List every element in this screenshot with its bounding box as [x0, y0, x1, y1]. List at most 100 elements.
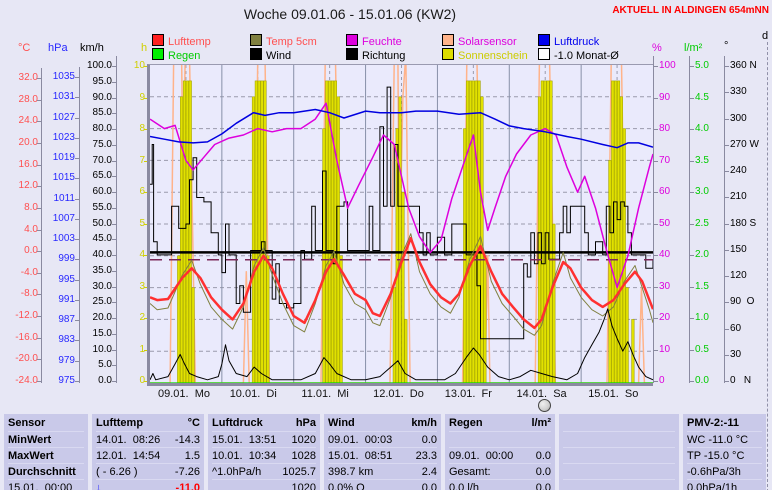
- windspeed-axis-title: km/h: [80, 42, 104, 54]
- pmv-row-1-label: TP -15.0 °C: [687, 450, 745, 462]
- humidity-axis-label: 0: [659, 375, 665, 386]
- pmv-row-2-label: -0.6hPa/3h: [687, 466, 741, 478]
- legend-color-box: [442, 34, 454, 46]
- direction-axis-tick: [725, 223, 729, 225]
- rain-axis-tick: [690, 129, 694, 130]
- series-sonnenschein-bar: [540, 80, 544, 383]
- lufttemp-row-0: 14.01. 08:26 -14.3: [96, 431, 200, 448]
- pressure-axis-tick: [75, 259, 79, 261]
- pressure-axis-label: 995: [58, 273, 75, 285]
- rain-axis-tick: [690, 66, 694, 67]
- series-sonnenschein-bar: [322, 128, 326, 383]
- temp-axis-label: 20.0: [18, 136, 38, 148]
- direction-axis-label: 30: [730, 348, 742, 360]
- humidity-axis-tick: [654, 192, 658, 193]
- humidity-axis-label: 30: [659, 280, 671, 292]
- pressure-axis-label: 1015: [52, 172, 75, 184]
- wind-row-1: 15.01. 08:51 23.3: [328, 447, 437, 464]
- series-sonnenschein-bar: [398, 96, 402, 383]
- direction-axis-label: 120: [730, 270, 747, 281]
- moon-phase-icon: [538, 399, 551, 412]
- temp-axis-tick: [37, 78, 41, 79]
- series-sonnenschein-bar: [392, 287, 396, 383]
- rain-axis-label: 1.5: [695, 280, 709, 292]
- pressure-axis-line: [79, 67, 80, 383]
- series-sonnenschein-bar: [477, 80, 481, 383]
- humidity-axis-tick: [654, 318, 658, 319]
- status-location-label: AKTUELL IN ALDINGEN 654mNN: [612, 5, 769, 16]
- series-sonnenschein-bar: [180, 96, 184, 383]
- rain-axis-tick: [690, 349, 694, 351]
- series-sonnenschein-bar: [622, 128, 626, 383]
- direction-axis-label: 360 N: [730, 60, 757, 71]
- pressure-axis-label: 991: [58, 293, 75, 305]
- temp-axis-tick: [37, 316, 41, 318]
- series-sonnenschein-bar: [608, 160, 612, 383]
- series-sonnenschein-bar: [330, 80, 335, 383]
- pressure-axis-tick: [75, 158, 79, 160]
- regen-row-1: 09.01. 00:00 0.0: [449, 447, 551, 464]
- luftdruck-row-2-value: 1025.7: [282, 466, 316, 478]
- direction-axis-label: 180 S: [730, 217, 757, 229]
- pmv-row-2: -0.6hPa/3h: [687, 463, 762, 480]
- pressure-axis-label: 1035: [52, 71, 75, 82]
- rain-axis-label: 4.5: [695, 91, 709, 103]
- windspeed-axis-line: [116, 56, 117, 383]
- series-sonnenschein-bar: [619, 96, 623, 383]
- pressure-axis-tick: [75, 279, 79, 281]
- spacer-row-1: [563, 447, 675, 464]
- sunshine-axis-label: 3: [139, 280, 145, 292]
- direction-axis-label: 270 W: [730, 138, 759, 150]
- series-sonnenschein-bar: [471, 80, 475, 383]
- regen-row-2-value: 0.0: [535, 466, 551, 478]
- sunshine-axis-title: h: [141, 42, 148, 54]
- windspeed-axis-label: 30.0: [92, 280, 112, 292]
- wind-header: Wind km/h: [328, 415, 437, 431]
- windspeed-axis-tick: [112, 302, 116, 304]
- legend-color-box: [442, 48, 454, 60]
- direction-axis-tick: [725, 381, 729, 382]
- rain-axis-title: l/m²: [684, 42, 703, 54]
- humidity-axis-label: 70: [659, 154, 671, 166]
- sensor-row-1-label: MinWert: [8, 434, 52, 446]
- pressure-axis-tick: [75, 299, 79, 301]
- direction-axis-line: [724, 56, 725, 383]
- temp-axis-tick: [37, 164, 41, 166]
- sunshine-axis-tick: [144, 286, 148, 288]
- lufttemp-header-value: °C: [187, 417, 200, 429]
- pressure-axis-label: 1007: [52, 212, 75, 224]
- spacer-row-0: [563, 431, 675, 448]
- temp-axis-tick: [37, 121, 41, 123]
- temp-axis-label: 16.0: [18, 158, 38, 170]
- rain-axis-tick: [690, 318, 694, 319]
- lufttemp-row-2-value: -7.26: [174, 466, 200, 478]
- legend-color-box: [538, 48, 550, 60]
- lufttemp-header-label: Lufttemp: [96, 417, 144, 429]
- sunshine-axis-tick: [144, 129, 148, 130]
- humidity-axis-tick: [654, 255, 658, 256]
- sunshine-axis-label: 9: [139, 91, 145, 103]
- temp-axis-label: 28.0: [18, 93, 38, 105]
- temp-axis-tick: [37, 229, 41, 231]
- temp-axis-tick: [37, 272, 41, 274]
- direction-axis-tick: [725, 92, 729, 94]
- table-col-lufttemp: Lufttemp °C 14.01. 08:26 -14.3 12.01. 14:54 1…: [92, 414, 204, 490]
- rain-axis-tick: [690, 381, 694, 382]
- temp-axis-label: 32.0: [18, 72, 38, 83]
- sensor-row-4: 15.01. 00:00: [8, 479, 84, 490]
- series-sonnenschein-bar: [480, 96, 484, 383]
- pressure-axis-tick: [75, 117, 79, 119]
- rain-axis-line: [689, 56, 690, 383]
- pressure-axis-tick: [75, 320, 79, 322]
- series-sonnenschein-bar: [185, 80, 189, 383]
- pressure-axis-tick: [75, 360, 79, 362]
- table-col-spacer: [559, 414, 679, 490]
- temp-axis-label: -24.0: [15, 375, 38, 386]
- windspeed-axis-label: 100.0: [86, 60, 112, 71]
- sunshine-axis-tick: [144, 349, 148, 351]
- windspeed-axis-tick: [112, 333, 116, 335]
- sensor-row-2: MaxWert: [8, 447, 84, 464]
- temp-axis-label: 8.0: [24, 201, 38, 213]
- legend-item--1-0-monat-: -1.0 Monat-Ø: [538, 48, 619, 62]
